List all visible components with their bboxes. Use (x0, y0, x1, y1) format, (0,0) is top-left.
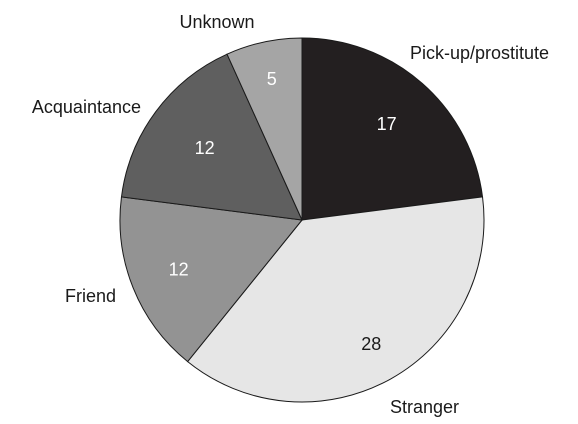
pie-slice-unknown (226, 37, 303, 221)
slice-category-label: Acquaintance (32, 97, 141, 117)
slice-category-label: Stranger (390, 397, 459, 417)
pie-slice-pick-up-prostitute (301, 37, 484, 221)
pie-slice-stranger (186, 196, 485, 403)
value-labels-layer: 17 28 12 12 5 (169, 69, 397, 354)
slice-value-label: 12 (169, 260, 189, 280)
slice-value-label: 28 (361, 334, 381, 354)
slice-category-label: Pick-up/prostitute (410, 43, 549, 63)
slice-value-label: 12 (195, 138, 215, 158)
slice-value-label: 17 (377, 114, 397, 134)
slice-value-label: 5 (267, 69, 277, 89)
pie-slice-acquaintance (120, 53, 303, 221)
slice-category-label: Unknown (179, 12, 254, 32)
category-labels-layer: Pick-up/prostitute Stranger Friend Acquaint… (32, 12, 549, 417)
slice-category-label: Friend (65, 286, 116, 306)
pie-slice-friend (119, 196, 303, 363)
slices-layer (119, 37, 485, 403)
